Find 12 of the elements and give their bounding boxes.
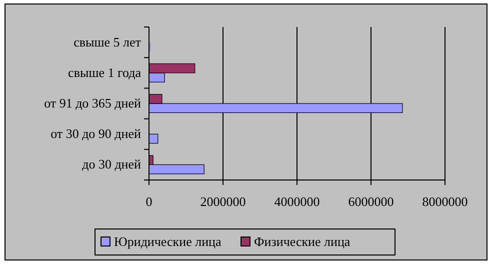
x-tick-label: 2000000	[200, 194, 246, 209]
y-tick-label: свыше 5 лет	[74, 34, 142, 50]
x-tick-label: 4000000	[274, 194, 320, 209]
y-tick-label: от 30 до 90 дней	[50, 126, 142, 142]
y-tick-label: до 30 дней	[82, 156, 142, 172]
x-tick-label: 8000000	[422, 194, 468, 209]
x-tick-label: 0	[146, 194, 152, 209]
legend-label: Юридические лица	[114, 234, 222, 249]
x-tick-label: 6000000	[348, 194, 394, 209]
y-tick-label: от 91 до 365 дней	[44, 96, 142, 110]
legend-label: Физические лица	[254, 234, 350, 249]
y-tick-label: свыше 1 года	[68, 64, 142, 80]
